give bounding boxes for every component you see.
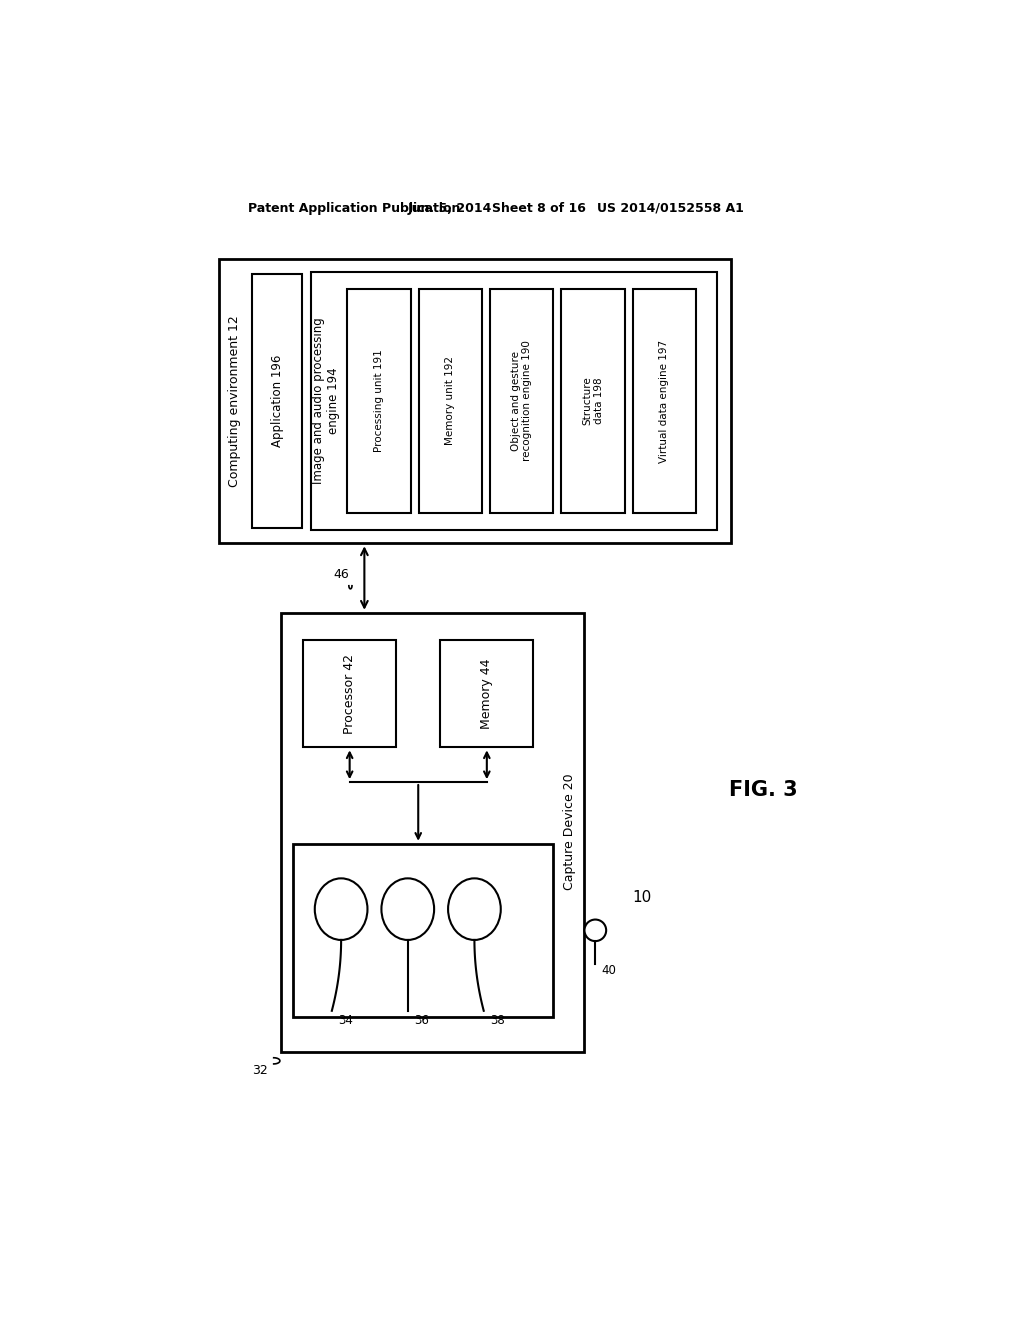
Text: FIG. 3: FIG. 3 bbox=[729, 780, 798, 800]
Text: Sheet 8 of 16: Sheet 8 of 16 bbox=[492, 202, 586, 215]
Bar bbox=[489, 289, 554, 513]
Text: Computing environment 12: Computing environment 12 bbox=[228, 315, 242, 487]
Text: 36: 36 bbox=[414, 1014, 429, 1027]
Text: 38: 38 bbox=[489, 1014, 505, 1027]
Bar bbox=[440, 640, 534, 747]
Text: Patent Application Publication: Patent Application Publication bbox=[248, 202, 461, 215]
Bar bbox=[311, 272, 717, 531]
Text: Memory 44: Memory 44 bbox=[480, 659, 494, 729]
Bar bbox=[252, 275, 302, 528]
Text: Structure
data 198: Structure data 198 bbox=[583, 376, 604, 425]
Text: Processing unit 191: Processing unit 191 bbox=[374, 350, 384, 453]
Text: Capture Device 20: Capture Device 20 bbox=[563, 774, 577, 891]
Circle shape bbox=[585, 920, 606, 941]
Bar bbox=[282, 612, 584, 1052]
Text: Image and audio processing
engine 194: Image and audio processing engine 194 bbox=[312, 318, 340, 484]
Text: 40: 40 bbox=[601, 964, 616, 977]
Text: 34: 34 bbox=[338, 1014, 353, 1027]
Text: Object and gesture
recognition engine 190: Object and gesture recognition engine 19… bbox=[511, 341, 532, 462]
Bar bbox=[561, 289, 625, 513]
Bar bbox=[293, 843, 553, 1016]
Text: US 2014/0152558 A1: US 2014/0152558 A1 bbox=[597, 202, 744, 215]
Text: 10: 10 bbox=[632, 891, 651, 906]
Text: Processor 42: Processor 42 bbox=[343, 653, 356, 734]
Bar bbox=[219, 259, 731, 544]
Ellipse shape bbox=[449, 878, 501, 940]
Bar bbox=[303, 640, 396, 747]
Text: Memory unit 192: Memory unit 192 bbox=[445, 356, 456, 445]
Text: 46: 46 bbox=[333, 568, 349, 581]
Bar bbox=[347, 289, 411, 513]
Ellipse shape bbox=[381, 878, 434, 940]
Text: Jun. 5, 2014: Jun. 5, 2014 bbox=[408, 202, 492, 215]
Bar bbox=[419, 289, 482, 513]
Text: 32: 32 bbox=[252, 1064, 267, 1077]
Bar bbox=[633, 289, 696, 513]
Ellipse shape bbox=[314, 878, 368, 940]
Text: Virtual data engine 197: Virtual data engine 197 bbox=[659, 339, 670, 462]
Text: Application 196: Application 196 bbox=[270, 355, 284, 447]
